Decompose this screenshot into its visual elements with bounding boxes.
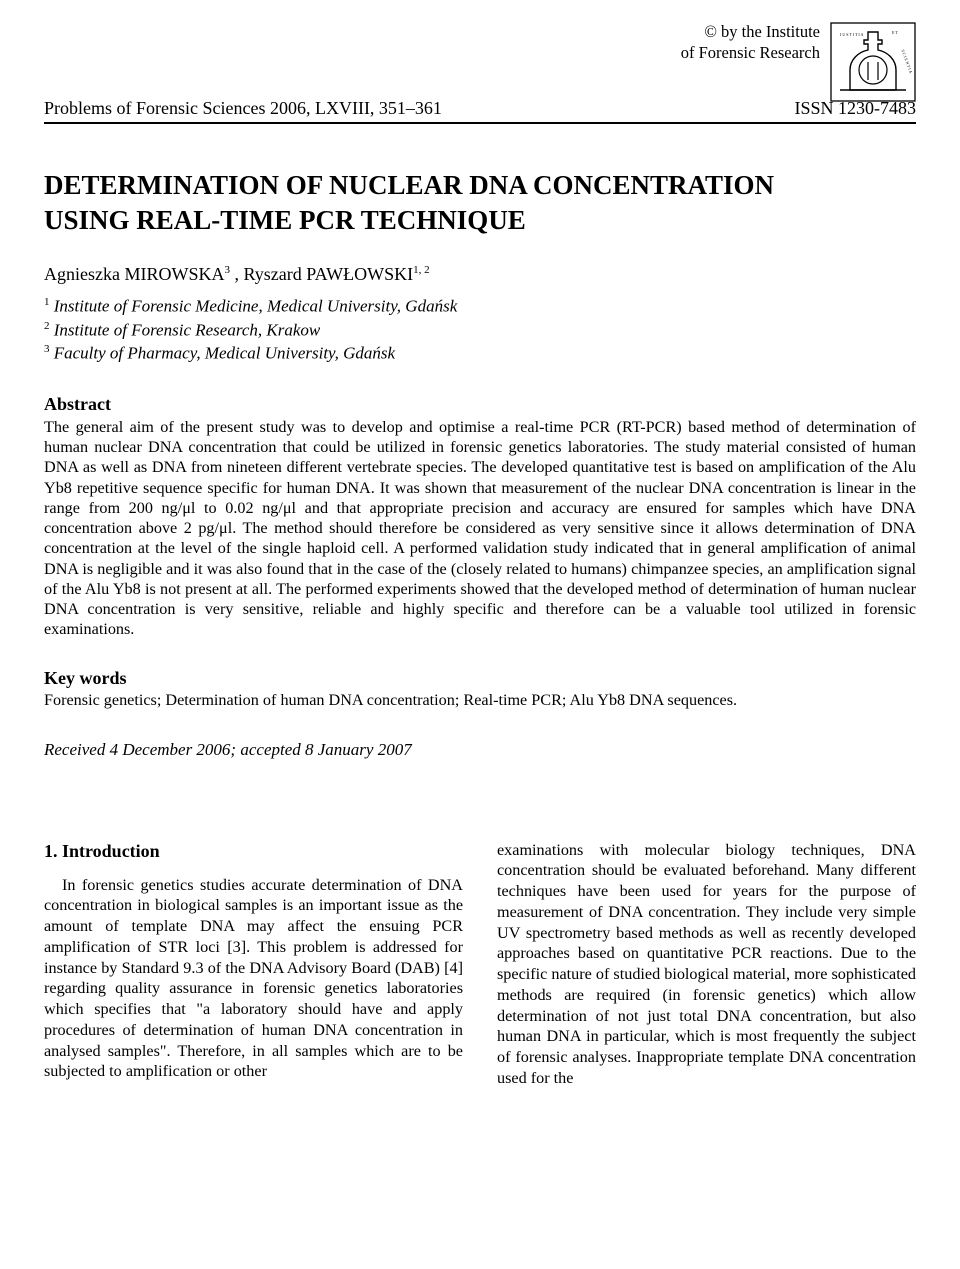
header-bar: Problems of Forensic Sciences 2006, LXVI… xyxy=(44,98,916,124)
article-title: DETERMINATION OF NUCLEAR DNA CONCENTRATI… xyxy=(44,168,916,238)
aff-1-text: Institute of Forensic Medicine, Medical … xyxy=(50,297,458,316)
title-line-2: USING REAL-TIME PCR TECHNIQUE xyxy=(44,203,916,238)
introduction-heading: 1. Introduction xyxy=(44,840,463,863)
abstract-body: The general aim of the present study was… xyxy=(44,417,916,640)
authors: Agnieszka MIROWSKA3 , Ryszard PAWŁOWSKI1… xyxy=(44,264,916,285)
svg-text:I U S T I T I A: I U S T I T I A xyxy=(840,32,863,37)
svg-text:E T: E T xyxy=(892,30,898,35)
affiliation-3: 3 Faculty of Pharmacy, Medical Universit… xyxy=(44,342,916,366)
abstract-heading: Abstract xyxy=(44,394,916,415)
keywords-body: Forensic genetics; Determination of huma… xyxy=(44,691,916,710)
copyright-line-2: of Forensic Research xyxy=(681,43,820,64)
keywords-heading: Key words xyxy=(44,668,916,689)
dates-line: Received 4 December 2006; accepted 8 Jan… xyxy=(44,740,916,760)
title-line-1: DETERMINATION OF NUCLEAR DNA CONCENTRATI… xyxy=(44,168,916,203)
affiliation-1: 1 Institute of Forensic Medicine, Medica… xyxy=(44,295,916,319)
copyright-line-1: © by the Institute xyxy=(681,22,820,43)
journal-reference: Problems of Forensic Sciences 2006, LXVI… xyxy=(44,98,442,119)
affiliations: 1 Institute of Forensic Medicine, Medica… xyxy=(44,295,916,366)
author-1-sup: 3 xyxy=(224,264,230,276)
body-columns: 1. Introduction In forensic genetics stu… xyxy=(44,840,916,1089)
copyright-block: © by the Institute of Forensic Research xyxy=(681,22,820,63)
column-right: examinations with molecular biology tech… xyxy=(497,840,916,1089)
svg-text:S C I E N T I A: S C I E N T I A xyxy=(900,49,913,74)
author-1: Agnieszka MIROWSKA xyxy=(44,264,224,284)
aff-2-text: Institute of Forensic Research, Krakow xyxy=(50,320,321,339)
aff-3-text: Faculty of Pharmacy, Medical University,… xyxy=(50,344,396,363)
header-top-right: © by the Institute of Forensic Research … xyxy=(44,22,916,102)
column-left: 1. Introduction In forensic genetics stu… xyxy=(44,840,463,1089)
affiliation-2: 2 Institute of Forensic Research, Krakow xyxy=(44,319,916,343)
author-2-sup: 1, 2 xyxy=(413,264,430,276)
author-2: Ryszard PAWŁOWSKI xyxy=(243,264,413,284)
page: © by the Institute of Forensic Research … xyxy=(0,0,960,1089)
column-right-text: examinations with molecular biology tech… xyxy=(497,840,916,1089)
column-left-text: In forensic genetics studies accurate de… xyxy=(44,875,463,1082)
institute-logo: I U S T I T I A E T S C I E N T I A xyxy=(830,22,916,102)
